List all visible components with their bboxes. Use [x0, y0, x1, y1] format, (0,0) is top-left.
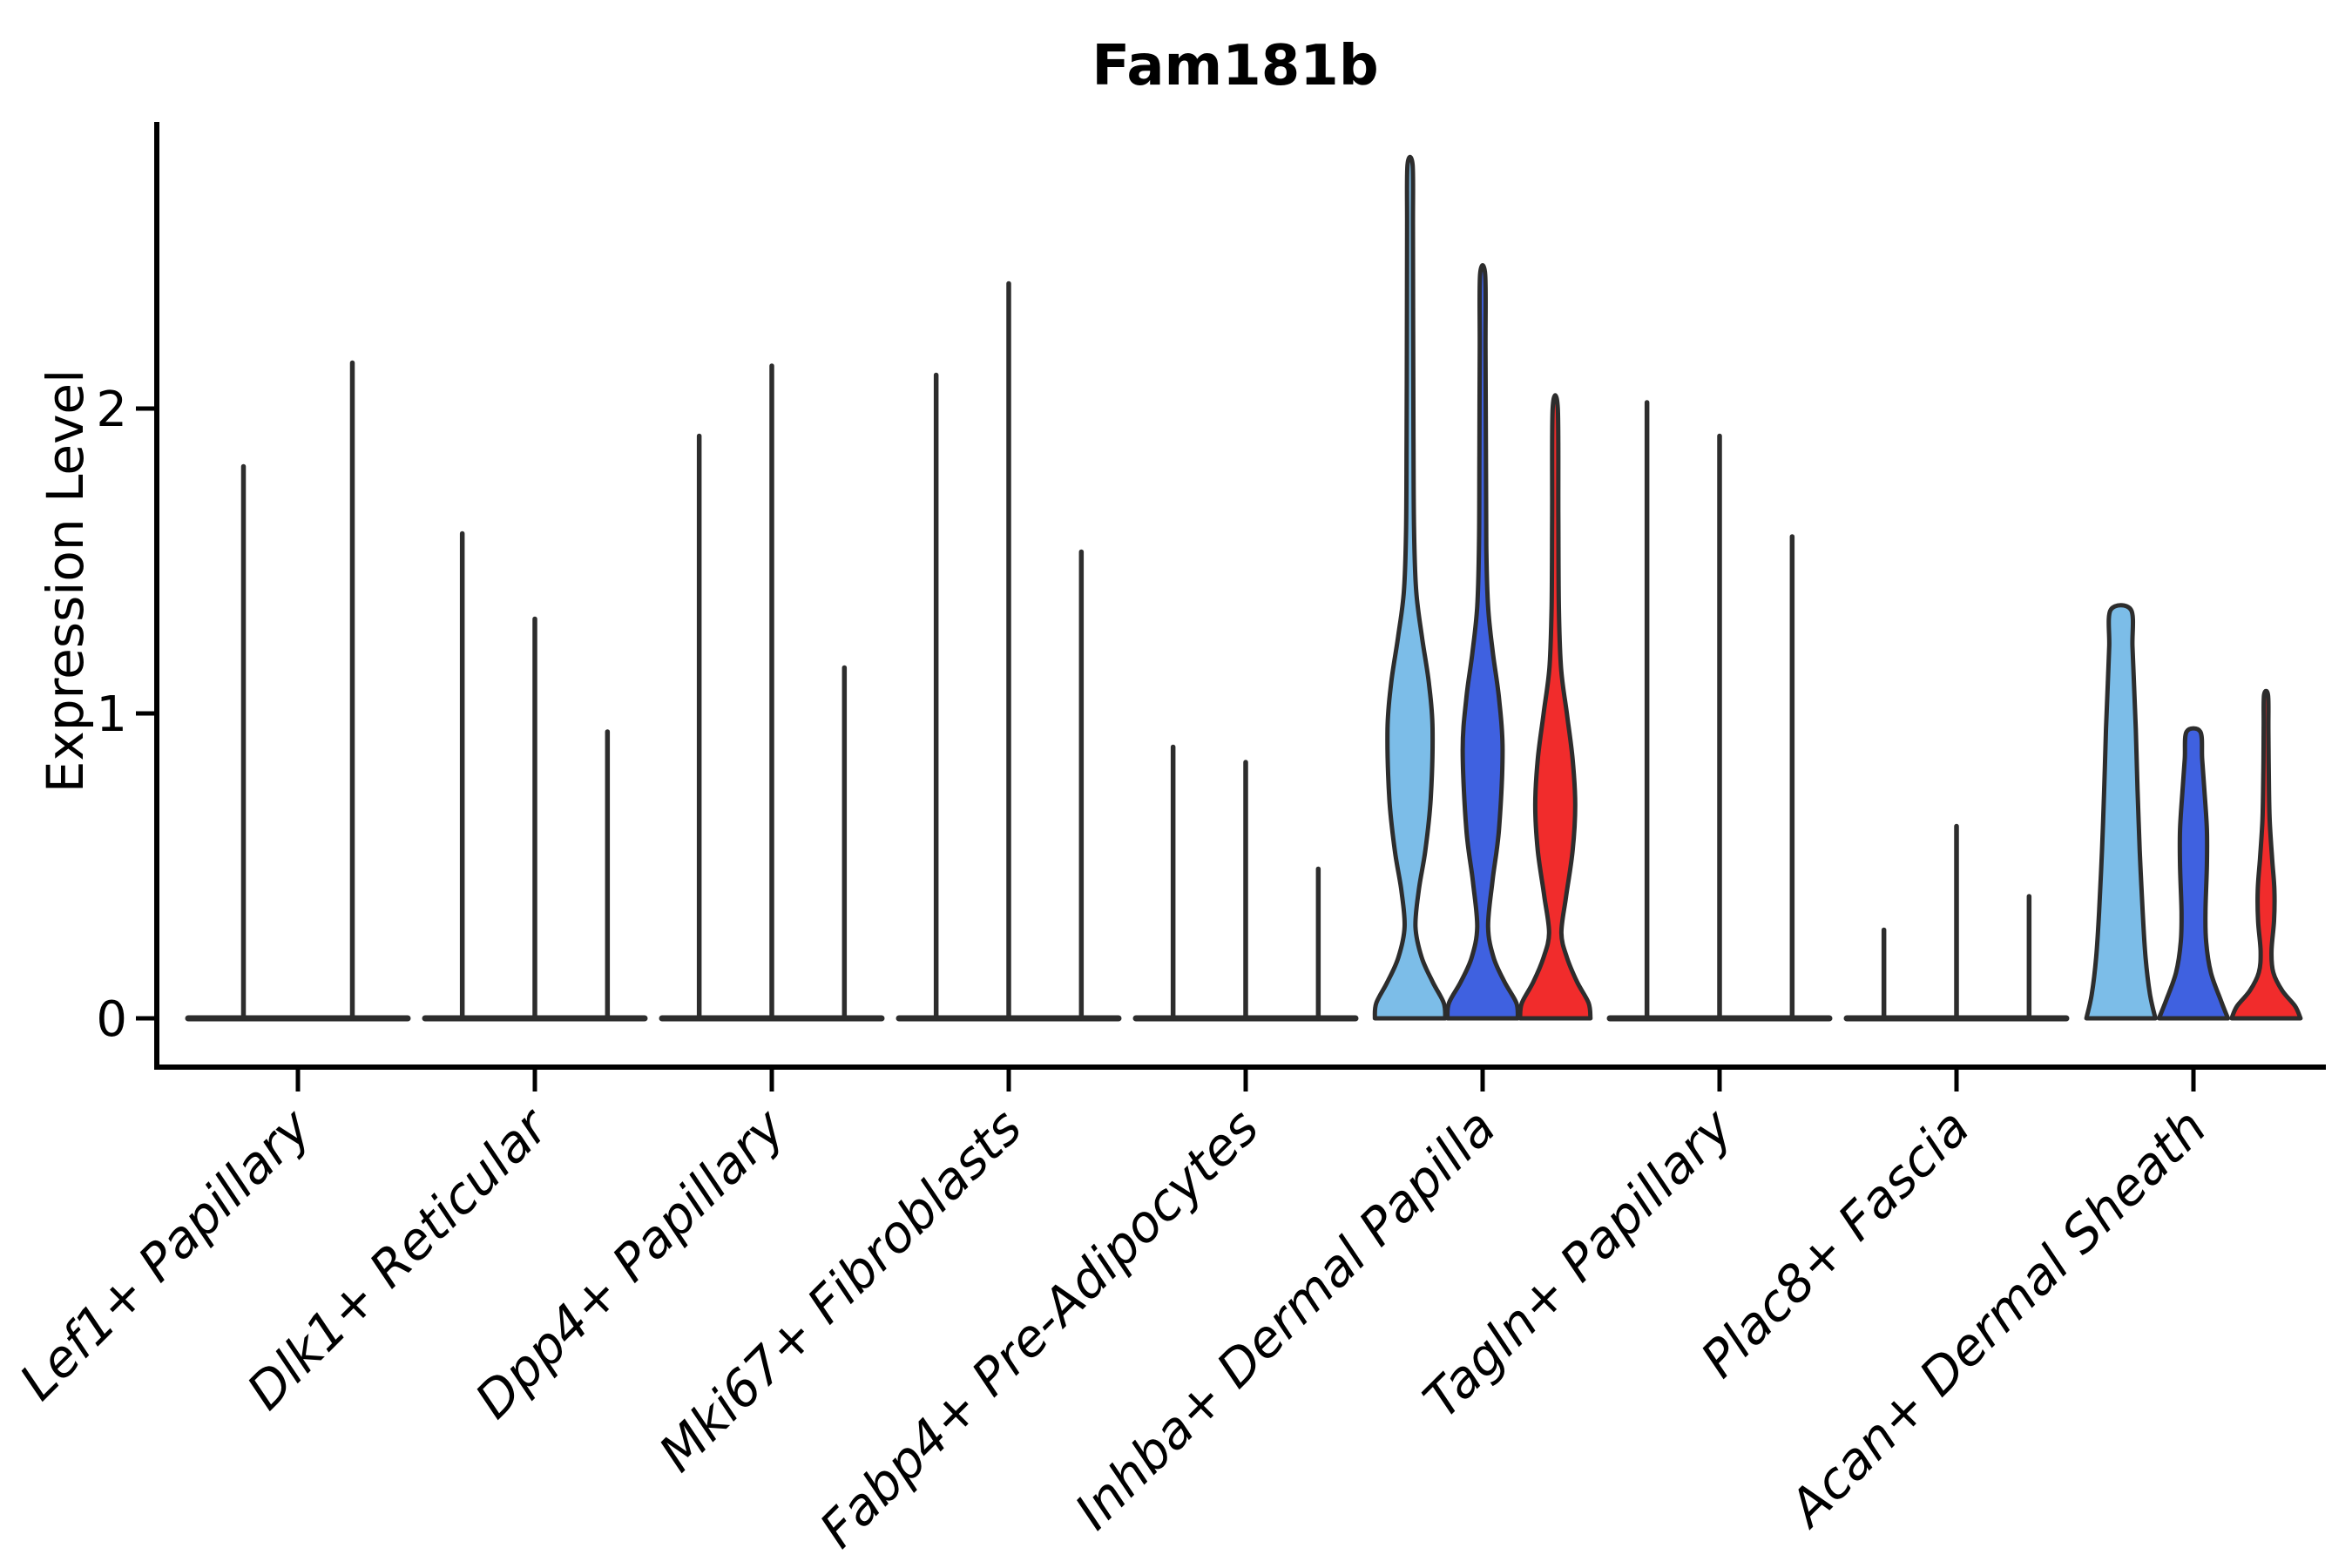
y-axis-label: Expression Level — [36, 369, 95, 793]
x-tick-label-acan-dermal-sheath: Acan+ Dermal Sheath — [1775, 1098, 2218, 1540]
y-tick-label: 2 — [96, 382, 127, 438]
violin-inhba-dermal-papilla-1 — [1372, 154, 1448, 1021]
y-tick-label: 1 — [96, 686, 127, 743]
violin-inhba-dermal-papilla-2 — [1445, 263, 1520, 1021]
chart-title: Fam181b — [1092, 34, 1378, 98]
x-tick-label-inhba-dermal-papilla: Inhba+ Dermal Papilla — [1064, 1098, 1507, 1541]
violin-acan-dermal-sheath-2 — [2156, 726, 2231, 1021]
y-axis-ticks: 0 1 2 — [96, 382, 157, 1048]
x-tick-label-fabp4-pre-adipocytes: Fabp4+ Pre-Adipocytes — [808, 1098, 1270, 1559]
violin-acan-dermal-sheath-1 — [2084, 603, 2158, 1021]
y-tick-label: 0 — [96, 991, 127, 1048]
violin-inhba-dermal-papilla-3 — [1517, 393, 1593, 1021]
violin-acan-dermal-sheath-3 — [2229, 688, 2303, 1021]
violins — [185, 154, 2303, 1022]
